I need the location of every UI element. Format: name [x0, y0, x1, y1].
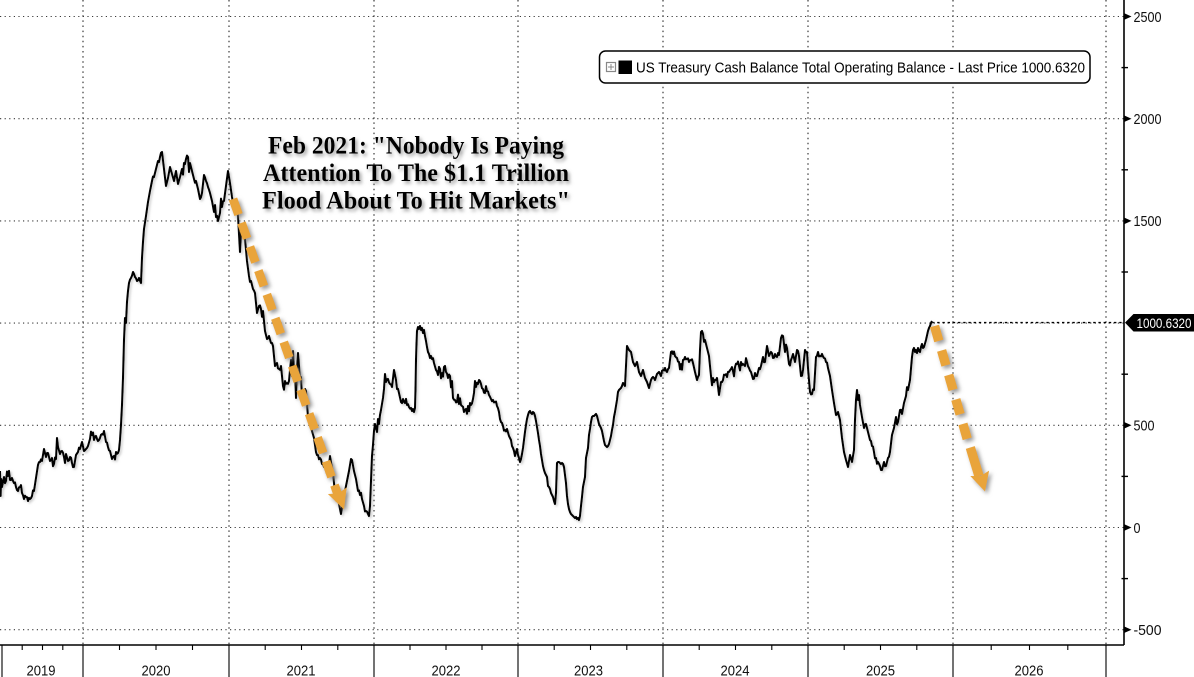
svg-text:2025: 2025	[866, 663, 895, 677]
svg-text:1000.6320: 1000.6320	[1137, 316, 1192, 331]
svg-text:1500: 1500	[1134, 213, 1162, 230]
svg-text:US Treasury Cash Balance Total: US Treasury Cash Balance Total Operating…	[636, 59, 1085, 76]
svg-text:Attention To The $1.1 Trillion: Attention To The $1.1 Trillion	[263, 158, 569, 187]
svg-text:2021: 2021	[287, 663, 316, 677]
svg-text:2000: 2000	[1134, 111, 1162, 128]
svg-text:2020: 2020	[142, 663, 171, 677]
svg-text:Flood About To Hit Markets": Flood About To Hit Markets"	[262, 186, 570, 215]
svg-text:-500: -500	[1134, 622, 1162, 639]
svg-text:2022: 2022	[432, 663, 461, 677]
svg-text:2500: 2500	[1134, 9, 1162, 26]
svg-text:2023: 2023	[574, 663, 603, 677]
svg-text:500: 500	[1134, 418, 1155, 435]
svg-text:0: 0	[1134, 520, 1141, 537]
svg-text:2026: 2026	[1015, 663, 1044, 677]
svg-text:2024: 2024	[721, 663, 750, 677]
svg-text:Feb 2021: "Nobody Is Paying: Feb 2021: "Nobody Is Paying	[268, 131, 564, 160]
svg-text:2019: 2019	[27, 663, 56, 677]
